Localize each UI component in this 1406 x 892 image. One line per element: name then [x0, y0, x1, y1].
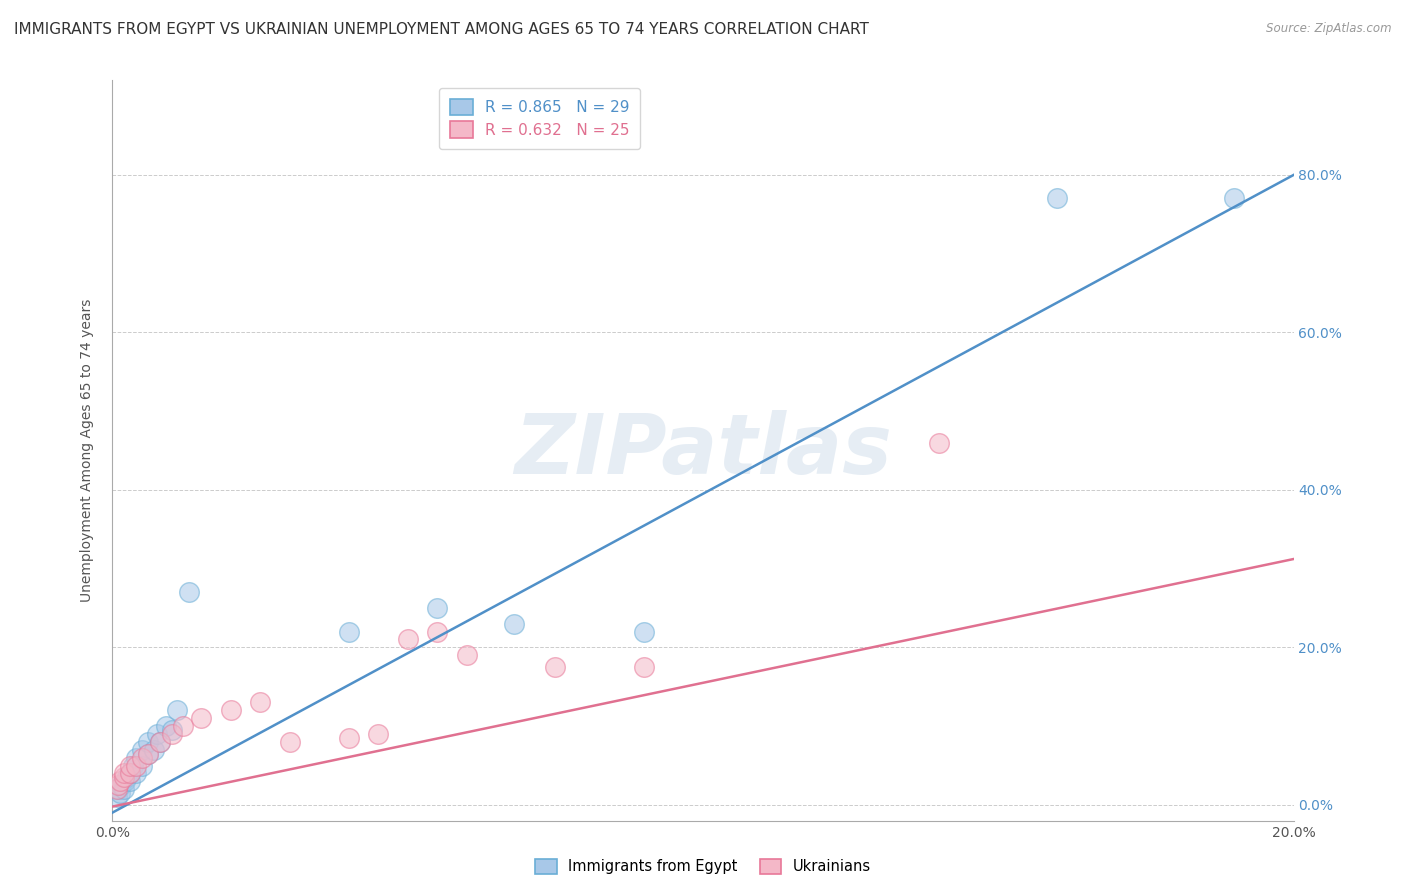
Text: Source: ZipAtlas.com: Source: ZipAtlas.com — [1267, 22, 1392, 36]
Point — [105, 790, 128, 805]
Point — [149, 735, 172, 749]
Point — [110, 778, 132, 792]
Point — [107, 782, 129, 797]
Point — [633, 624, 655, 639]
Point — [426, 601, 449, 615]
Point — [125, 750, 148, 764]
Point — [166, 703, 188, 717]
Point — [1046, 191, 1069, 205]
Legend: Immigrants from Egypt, Ukrainians: Immigrants from Egypt, Ukrainians — [529, 853, 877, 880]
Point — [179, 585, 201, 599]
Point — [125, 758, 148, 772]
Point — [337, 624, 360, 639]
Point — [108, 774, 131, 789]
Point — [122, 758, 145, 772]
Point — [160, 727, 183, 741]
Point — [633, 660, 655, 674]
Point — [278, 735, 301, 749]
Point — [120, 766, 142, 780]
Point — [112, 766, 135, 780]
Point — [219, 703, 242, 717]
Point — [120, 758, 142, 772]
Point — [136, 747, 159, 761]
Point — [131, 743, 153, 757]
Y-axis label: Unemployment Among Ages 65 to 74 years: Unemployment Among Ages 65 to 74 years — [80, 299, 94, 602]
Text: IMMIGRANTS FROM EGYPT VS UKRAINIAN UNEMPLOYMENT AMONG AGES 65 TO 74 YEARS CORREL: IMMIGRANTS FROM EGYPT VS UKRAINIAN UNEMP… — [14, 22, 869, 37]
Point — [131, 758, 153, 772]
Point — [367, 727, 389, 741]
Point — [544, 660, 567, 674]
Point — [426, 624, 449, 639]
Point — [112, 770, 135, 784]
Point — [337, 731, 360, 745]
Point — [149, 735, 172, 749]
Point — [928, 435, 950, 450]
Point — [107, 778, 129, 792]
Point — [1223, 191, 1246, 205]
Point — [108, 786, 131, 800]
Legend: R = 0.865   N = 29, R = 0.632   N = 25: R = 0.865 N = 29, R = 0.632 N = 25 — [439, 88, 640, 149]
Point — [131, 750, 153, 764]
Point — [136, 735, 159, 749]
Point — [146, 727, 169, 741]
Point — [114, 774, 136, 789]
Point — [503, 616, 526, 631]
Point — [136, 747, 159, 761]
Point — [396, 632, 419, 647]
Text: ZIPatlas: ZIPatlas — [515, 410, 891, 491]
Point — [120, 766, 142, 780]
Point — [172, 719, 194, 733]
Point — [125, 766, 148, 780]
Point — [120, 774, 142, 789]
Point — [456, 648, 478, 663]
Point — [160, 723, 183, 737]
Point — [190, 711, 212, 725]
Point — [155, 719, 177, 733]
Point — [117, 770, 138, 784]
Point — [142, 743, 165, 757]
Point — [249, 696, 271, 710]
Point — [105, 782, 128, 797]
Point — [112, 782, 135, 797]
